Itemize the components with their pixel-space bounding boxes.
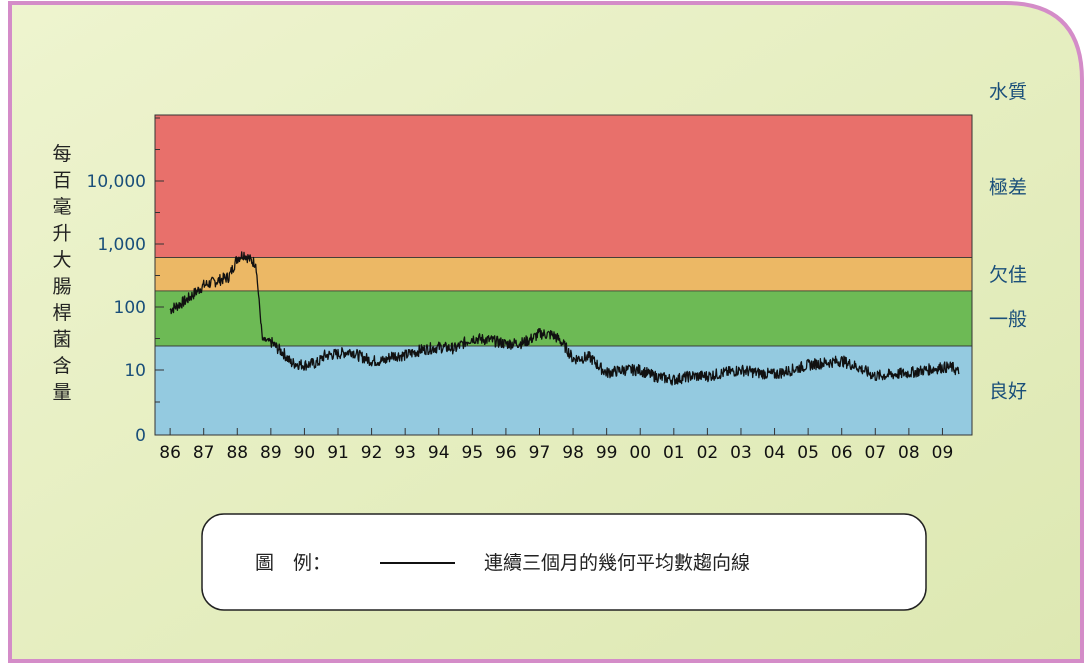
quality-band-label: 一般 xyxy=(989,308,1027,330)
x-tick-label: 88 xyxy=(226,443,248,463)
quality-bands xyxy=(154,114,973,436)
x-tick-label: 07 xyxy=(864,443,886,463)
y-axis-label-char: 百 xyxy=(52,170,71,192)
quality-band-label: 良好 xyxy=(989,381,1027,403)
y-axis-label-char: 含 xyxy=(52,355,71,377)
x-tick-label: 04 xyxy=(764,443,786,463)
y-tick-label: 10,000 xyxy=(87,172,146,192)
x-tick-label: 95 xyxy=(462,443,484,463)
x-tick-label: 96 xyxy=(495,443,517,463)
x-tick-label: 87 xyxy=(193,443,215,463)
x-tick-label: 98 xyxy=(562,443,584,463)
x-axis-ticks: 86 87 88 89 90 91 92 93 94 95 96 97 98 99 00 01 02 03 04 05… xyxy=(159,428,953,463)
y-axis-label-char: 腸 xyxy=(52,276,71,298)
x-tick-label: 92 xyxy=(361,443,383,463)
legend-box: 圖 例： 連續三個月的幾何平均數趨向線 xyxy=(201,513,927,611)
x-tick-label: 01 xyxy=(663,443,685,463)
quality-band xyxy=(154,114,973,258)
x-tick-label: 97 xyxy=(529,443,551,463)
y-axis-label-char: 每 xyxy=(52,143,71,165)
y-tick-label: 10 xyxy=(124,361,146,381)
x-tick-label: 93 xyxy=(394,443,416,463)
y-axis-label-char: 量 xyxy=(52,382,71,404)
y-axis-label-char: 桿 xyxy=(52,302,71,324)
y-axis-label-char: 菌 xyxy=(52,329,71,351)
x-tick-label: 05 xyxy=(797,443,819,463)
plot-frame xyxy=(154,114,973,436)
x-tick-label: 08 xyxy=(898,443,920,463)
x-tick-label: 91 xyxy=(327,443,349,463)
y-axis-label-char: 毫 xyxy=(52,196,71,218)
series-line xyxy=(169,251,960,386)
x-tick-label: 00 xyxy=(629,443,651,463)
legend-text: 連續三個月的幾何平均數趨向線 xyxy=(484,552,750,574)
quality-band xyxy=(154,290,973,347)
x-tick-label: 86 xyxy=(159,443,181,463)
x-tick-label: 06 xyxy=(831,443,853,463)
series-lines xyxy=(169,251,960,386)
x-tick-label: 99 xyxy=(596,443,618,463)
quality-band-label: 極差 xyxy=(989,176,1027,198)
quality-heading: 水質 xyxy=(989,81,1027,103)
y-axis-label-char: 大 xyxy=(52,249,71,271)
x-tick-label: 89 xyxy=(260,443,282,463)
x-tick-label: 94 xyxy=(428,443,450,463)
x-tick-label: 90 xyxy=(294,443,316,463)
quality-band xyxy=(154,257,973,292)
x-tick-label: 02 xyxy=(697,443,719,463)
y-axis-label-char: 升 xyxy=(52,223,71,245)
y-tick-label: 1,000 xyxy=(97,235,146,255)
legend-prefix: 圖 例： xyxy=(255,552,331,574)
y-axis-ticks: 0 10 100 1,000 10,000 xyxy=(87,117,164,446)
y-tick-label: 100 xyxy=(114,298,146,318)
x-tick-label: 03 xyxy=(730,443,752,463)
x-tick-label: 09 xyxy=(932,443,954,463)
quality-band-label: 欠佳 xyxy=(989,264,1027,286)
y-tick-label: 0 xyxy=(135,426,146,446)
